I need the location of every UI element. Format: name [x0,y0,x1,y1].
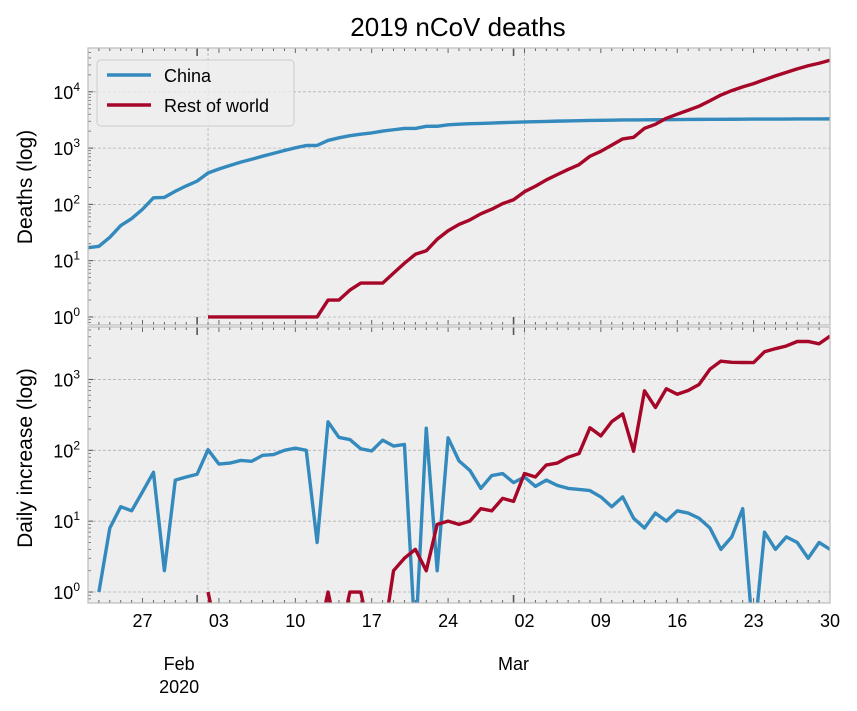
series-line-china [88,117,830,250]
chart-title: 2019 nCoV deaths [350,12,565,42]
y-tick-label: 100 [53,305,80,328]
x-tick-label: 16 [667,611,687,631]
x-tick-label: 17 [362,611,382,631]
plot-area [88,327,830,603]
y-tick-label: 101 [53,249,80,272]
y-tick-label: 103 [53,367,80,390]
series-line-rest-of-world [208,58,830,319]
x-tick-label: 03 [209,611,229,631]
x-tick-label: 10 [285,611,305,631]
y-tick-label: 102 [53,438,80,461]
plot-frame [87,47,831,326]
series-line-rest-of-world [206,334,830,603]
x-tick-label: 27 [133,611,153,631]
y-tick-label: 104 [53,80,80,103]
x-tick-label: 02 [514,611,534,631]
x-month-label: Mar [498,654,529,674]
y-tick-label: 101 [53,509,80,532]
legend: China Rest of world [96,59,295,127]
plot-frame [87,326,831,604]
x-tick-label: 09 [591,611,611,631]
daily-increase-panel: 100 101 102 103 27 03 10 17 24 02 09 16 23 30 Feb 2020 M… [53,326,840,697]
daily-y-axis-label: Daily increase (log) [14,368,37,548]
y-tick-label: 100 [53,580,80,603]
legend-label-china: China [164,66,212,86]
x-tick-label: 24 [438,611,458,631]
legend-label-rest-of-world: Rest of world [164,96,269,116]
x-month-label: Feb [164,654,195,674]
series-line-china [97,420,830,603]
x-year-label: 2020 [159,677,199,697]
x-tick-label: 23 [744,611,764,631]
y-tick-label: 103 [53,136,80,159]
deaths-y-axis-label: Deaths (log) [14,130,37,244]
y-tick-label: 102 [53,192,80,215]
x-tick-label: 30 [820,611,840,631]
